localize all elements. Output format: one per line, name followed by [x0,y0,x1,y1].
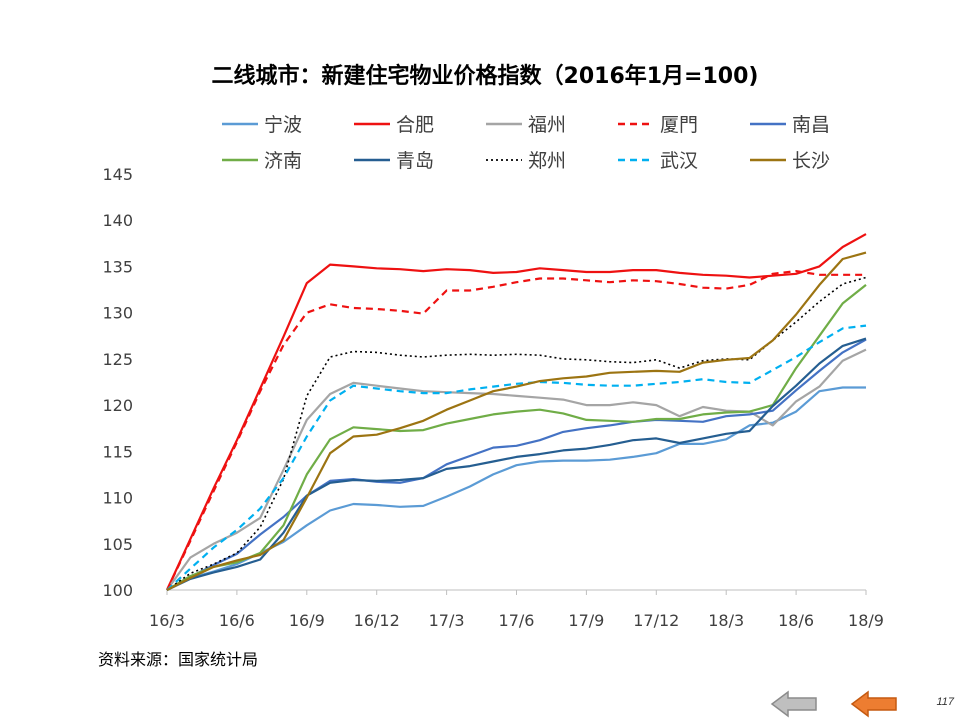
series-line-南昌 [166,338,867,591]
x-axis: 16/3 16/6 16/9 16/12 17/3 17/6 17/9 17/12 18/3 18… [149,589,884,630]
y-tick-label: 120 [102,396,133,415]
y-tick-label: 140 [102,211,133,230]
series-line-合肥 [166,233,867,591]
legend-label: 福州 [528,114,566,136]
legend-label: 长沙 [792,150,830,172]
x-tick-label: 18/9 [848,611,884,630]
legend-label: 厦門 [660,114,698,136]
x-tick-label: 16/3 [149,611,185,630]
series-line-武汉 [166,324,867,591]
y-tick-label: 110 [102,489,133,508]
next-arrow-icon[interactable] [850,690,900,718]
legend-label: 宁波 [264,114,302,136]
series-line-郑州 [166,276,867,591]
legend-label: 济南 [264,150,302,172]
series-line-青岛 [166,337,867,591]
plot-area [166,233,867,591]
y-tick-label: 135 [102,257,133,276]
x-tick-label: 17/3 [429,611,465,630]
y-tick-label: 125 [102,350,133,369]
legend-label: 南昌 [792,114,830,136]
y-axis: 100 105 110 115 120 125 130 135 140 145 [102,165,133,600]
y-tick-label: 130 [102,304,133,323]
series-line-厦門 [166,270,866,591]
page-number: 117 [936,696,954,708]
x-tick-label: 18/6 [778,611,814,630]
legend-label: 合肥 [396,114,434,136]
source-note: 资料来源：国家统计局 [98,650,259,669]
y-tick-label: 105 [102,535,133,554]
series-line-长沙 [166,251,867,591]
x-tick-label: 16/6 [219,611,255,630]
y-tick-label: 145 [102,165,133,184]
x-tick-label: 17/12 [633,611,679,630]
x-tick-label: 16/9 [289,611,325,630]
y-tick-label: 100 [102,581,133,600]
series-line-宁波 [166,386,866,591]
series-line-济南 [166,284,867,591]
x-tick-label: 18/3 [708,611,744,630]
x-tick-label: 17/9 [568,611,604,630]
y-tick-label: 115 [102,442,133,461]
prev-arrow-icon[interactable] [770,690,820,718]
legend-label: 青岛 [396,150,434,172]
legend-label: 武汉 [660,150,698,172]
x-tick-label: 16/12 [354,611,400,630]
legend-label: 郑州 [528,150,566,172]
page-title: 二线城市：新建住宅物业价格指数（2016年1月=100) [211,64,759,89]
x-tick-label: 17/6 [499,611,535,630]
